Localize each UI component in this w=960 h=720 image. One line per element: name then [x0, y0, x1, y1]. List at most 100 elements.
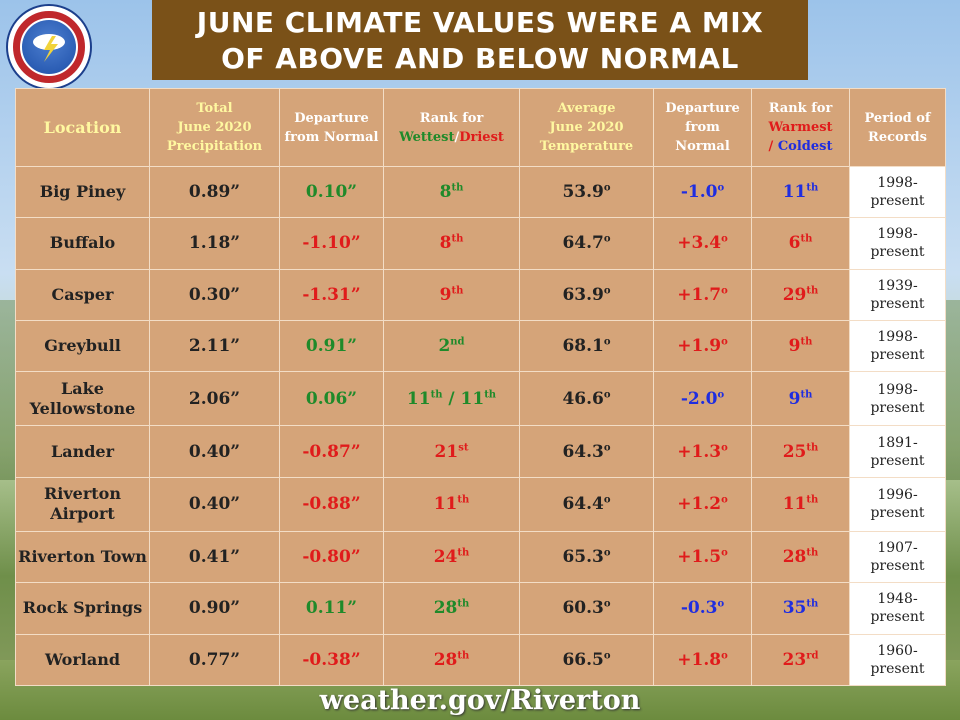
temp-departure: -2.0o [653, 371, 752, 427]
temperature-value: 66.5o [519, 633, 654, 687]
location-name: Lander [15, 425, 150, 478]
precip-departure: -0.87” [279, 425, 384, 478]
header-period: Period of Records [849, 88, 946, 167]
temp-rank: 28th [751, 531, 850, 584]
period-of-record: 1891- present [849, 425, 946, 478]
precip-value: 0.41” [149, 531, 280, 584]
precip-departure: 0.91” [279, 319, 384, 373]
period-of-record: 1998- present [849, 217, 946, 270]
precip-value: 0.40” [149, 476, 280, 533]
title-line-2: OF ABOVE AND BELOW NORMAL [221, 42, 739, 75]
precip-rank: 11th [383, 476, 520, 533]
temp-rank: 11th [751, 165, 850, 219]
location-name: Greybull [15, 319, 150, 373]
precip-departure: 0.11” [279, 582, 384, 635]
temperature-value: 64.7o [519, 217, 654, 270]
location-name: Rock Springs [15, 582, 150, 635]
precip-rank: 11th / 11th [383, 371, 520, 427]
temp-rank: 6th [751, 217, 850, 270]
logo-emblem [22, 20, 76, 74]
temperature-value: 63.9o [519, 268, 654, 321]
precip-value: 2.11” [149, 319, 280, 373]
period-of-record: 1996- present [849, 476, 946, 533]
temperature-value: 68.1o [519, 319, 654, 373]
temp-departure: +3.4o [653, 217, 752, 270]
precip-value: 1.18” [149, 217, 280, 270]
logo-ring [13, 11, 85, 83]
precip-rank: 8th [383, 217, 520, 270]
precip-departure: -1.10” [279, 217, 384, 270]
period-of-record: 1939- present [849, 268, 946, 321]
precip-departure: -1.31” [279, 268, 384, 321]
header-location: Location [15, 88, 150, 167]
precip-rank: 21st [383, 425, 520, 478]
precip-departure: 0.10” [279, 165, 384, 219]
precip-departure: -0.38” [279, 633, 384, 687]
temperature-value: 46.6o [519, 371, 654, 427]
header-row: Location Total June 2020 Precipitation D… [15, 88, 946, 167]
precip-value: 0.90” [149, 582, 280, 635]
temperature-value: 64.3o [519, 425, 654, 478]
precip-rank: 9th [383, 268, 520, 321]
precip-rank: 24th [383, 531, 520, 584]
header-temperature: Average June 2020 Temperature [519, 88, 654, 167]
temperature-value: 64.4o [519, 476, 654, 533]
table-row: Big Piney 0.89” 0.10” 8th 53.9o -1.0o 11th 1998… [15, 165, 946, 219]
temp-departure: -0.3o [653, 582, 752, 635]
temp-departure: +1.2o [653, 476, 752, 533]
title-line-1: JUNE CLIMATE VALUES WERE A MIX [196, 6, 764, 39]
table-row: Lander 0.40” -0.87” 21st 64.3o +1.3o 25th 1891-… [15, 425, 946, 478]
table-row: Riverton Airport 0.40” -0.88” 11th 64.4o +1.2o… [15, 476, 946, 533]
precip-departure: -0.80” [279, 531, 384, 584]
precip-value: 0.77” [149, 633, 280, 687]
precip-rank: 8th [383, 165, 520, 219]
temp-rank: 29th [751, 268, 850, 321]
precip-departure: -0.88” [279, 476, 384, 533]
precip-value: 0.40” [149, 425, 280, 478]
header-precip-rank: Rank for Wettest/Driest [383, 88, 520, 167]
location-name: Buffalo [15, 217, 150, 270]
climate-table: Location Total June 2020 Precipitation D… [15, 88, 946, 687]
period-of-record: 1998- present [849, 165, 946, 219]
location-name: Casper [15, 268, 150, 321]
location-name: Worland [15, 633, 150, 687]
period-of-record: 1960- present [849, 633, 946, 687]
temp-departure: -1.0o [653, 165, 752, 219]
temp-rank: 9th [751, 319, 850, 373]
precip-rank: 2nd [383, 319, 520, 373]
temp-rank: 23rd [751, 633, 850, 687]
table-row: Greybull 2.11” 0.91” 2nd 68.1o +1.9o 9th 1998- p… [15, 319, 946, 373]
temperature-value: 65.3o [519, 531, 654, 584]
period-of-record: 1998- present [849, 371, 946, 427]
period-of-record: 1907- present [849, 531, 946, 584]
header-temp-departure: Departure from Normal [653, 88, 752, 167]
precip-value: 0.89” [149, 165, 280, 219]
temp-departure: +1.8o [653, 633, 752, 687]
location-name: Riverton Town [15, 531, 150, 584]
table-row: Buffalo 1.18” -1.10” 8th 64.7o +3.4o 6th 1998- p… [15, 217, 946, 270]
location-name: Lake Yellowstone [15, 371, 150, 427]
temperature-value: 53.9o [519, 165, 654, 219]
table-row: Riverton Town 0.41” -0.80” 24th 65.3o +1.5o 28… [15, 531, 946, 584]
header-precip-departure: Departure from Normal [279, 88, 384, 167]
location-name: Riverton Airport [15, 476, 150, 533]
header-precip: Total June 2020 Precipitation [149, 88, 280, 167]
temp-departure: +1.7o [653, 268, 752, 321]
table-row: Worland 0.77” -0.38” 28th 66.5o +1.8o 23rd 1960… [15, 633, 946, 687]
temp-rank: 11th [751, 476, 850, 533]
temp-departure: +1.5o [653, 531, 752, 584]
table-row: Lake Yellowstone 2.06” 0.06” 11th / 11th 46.6… [15, 371, 946, 427]
temp-departure: +1.3o [653, 425, 752, 478]
table-row: Rock Springs 0.90” 0.11” 28th 60.3o -0.3o 35th… [15, 582, 946, 635]
temp-rank: 9th [751, 371, 850, 427]
period-of-record: 1998- present [849, 319, 946, 373]
precip-departure: 0.06” [279, 371, 384, 427]
lightning-icon [33, 34, 65, 62]
temp-rank: 35th [751, 582, 850, 635]
header-temp-rank: Rank for Warmest / Coldest [751, 88, 850, 167]
temp-departure: +1.9o [653, 319, 752, 373]
table-row: Casper 0.30” -1.31” 9th 63.9o +1.7o 29th 1939- p… [15, 268, 946, 321]
location-name: Big Piney [15, 165, 150, 219]
footer-url: weather.gov/Riverton [319, 685, 641, 716]
precip-value: 2.06” [149, 371, 280, 427]
